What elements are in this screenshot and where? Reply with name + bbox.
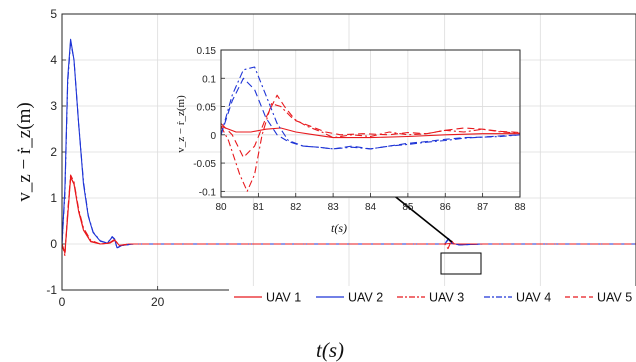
legend-box [229,286,636,308]
y-tick-label: 0.15 [197,46,217,57]
y-tick-label: 3 [50,99,57,113]
y-tick-label: 5 [50,7,57,21]
legend-label: UAV 4 [516,291,551,305]
inset-tick-labels: 80 81 82 83 84 85 86 87 88 -0.1 -0.05 0 0.05 0.1 0.15 [193,46,526,213]
inset-plot-frame [220,49,521,198]
x-tick-label: 0 [59,295,66,309]
y-tick-label: 0 [210,131,216,142]
y-tick-label: 4 [50,53,57,67]
series-line-uav-1 [221,125,520,139]
series-line-uav-1 [62,176,636,254]
x-tick-label: 80 [215,202,227,213]
y-tick-label: -0.05 [193,159,216,170]
legend-label: UAV 5 [597,291,632,305]
inset-x-axis-label: t(s) [331,221,347,235]
y-tick-label: 0 [50,237,57,251]
main-x-axis-label: t(s) [316,338,344,362]
x-tick-label: 20 [151,295,165,309]
y-tick-label: 2 [50,145,57,159]
x-tick-label: 84 [365,202,377,213]
series-line-uav-3 [221,103,520,192]
x-tick-label: 88 [514,202,526,213]
inset-panel: 80 81 82 83 84 85 86 87 88-0.1-0.0500.050.10.15 … [175,46,526,235]
x-tick-label: 86 [440,202,452,213]
x-tick-label: 82 [290,202,302,213]
y-tick-label: 1 [50,191,57,205]
legend: UAV 1 UAV 2 UAV 3 UAV 4 UAV 5 [229,286,636,308]
inset-y-axis-label: v_z − ṙ_z(m) [175,95,187,153]
x-tick-label: 85 [402,202,414,213]
y-tick-label: 0.05 [197,103,217,114]
x-tick-label: 83 [328,202,340,213]
legend-label: UAV 2 [348,291,383,305]
series-line-uav-4 [221,66,520,150]
series-line-uav-5 [221,94,520,158]
main-y-axis-label: v_z − ṙ_z(m) [14,102,35,201]
series-line-uav-3 [62,174,636,257]
inset-plot-lines [221,66,520,192]
y-tick-label: -1 [46,283,57,297]
x-tick-label: 87 [477,202,489,213]
series-line-uav-2 [221,77,520,150]
legend-label: UAV 3 [429,291,464,305]
y-tick-label: 0.1 [202,74,216,85]
x-tick-label: 81 [253,202,265,213]
y-tick-label: -0.1 [199,187,217,198]
legend-label: UAV 1 [266,291,301,305]
zoom-region-box [440,252,482,275]
